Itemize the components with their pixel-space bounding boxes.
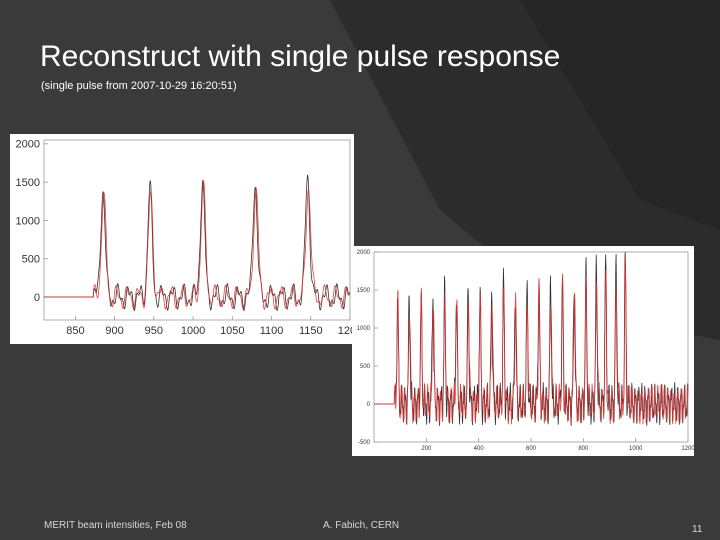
x-tick-label-1-5: 1100 <box>260 325 284 337</box>
plot-full-pulse-train: 200 400 600 800 1000 1200 -500 0 500 1000 1500 2000 <box>352 246 696 456</box>
x-tick-label-2-4: 1000 <box>629 446 643 452</box>
x-tick-label-1-0: 850 <box>66 325 84 337</box>
x-tick-label-1-1: 900 <box>105 325 123 337</box>
x-tick-label-2-2: 600 <box>526 446 537 452</box>
x-tick-label-2-5: 1200 <box>681 446 694 452</box>
y-tick-label-1-1: 500 <box>22 254 40 266</box>
y-tick-label-2-0: -500 <box>358 440 371 446</box>
page-number: 11 <box>692 524 703 535</box>
y-tick-label-1-0: 0 <box>34 292 40 304</box>
series-reconstructed-line-1 <box>44 179 351 311</box>
background-shape-dark <box>520 0 720 230</box>
plot-single-pulse-zoom: 8509009501000105011001150120005001000150… <box>10 134 363 344</box>
series-reconstructed-line-2 <box>374 256 689 425</box>
y-tick-label-2-3: 1000 <box>357 326 371 332</box>
y-tick-label-2-5: 2000 <box>357 250 371 256</box>
slide-subtitle: (single pulse from 2007-10-29 16:20:51) <box>41 80 237 92</box>
plot-frame-1 <box>43 139 351 321</box>
x-tick-label-2-0: 200 <box>421 446 432 452</box>
chart-2-svg: 200 400 600 800 1000 1200 -500 0 500 1000 1500 2000 <box>357 250 696 452</box>
footer-center: A. Fabich, CERN <box>323 520 400 531</box>
y-tick-label-1-3: 1500 <box>16 177 40 189</box>
y-tick-label-2-2: 500 <box>360 364 371 370</box>
x-tick-label-1-4: 1050 <box>220 325 244 337</box>
chart-1-svg: 8509009501000105011001150120005001000150… <box>16 139 363 337</box>
y-tick-label-1-2: 1000 <box>16 215 40 227</box>
x-tick-label-1-2: 950 <box>145 325 163 337</box>
y-tick-label-1-4: 2000 <box>16 139 40 151</box>
series-measured-line-1 <box>44 174 351 312</box>
x-tick-label-1-3: 1000 <box>181 325 205 337</box>
y-tick-label-2-1: 0 <box>367 402 371 408</box>
x-tick-label-2-1: 400 <box>474 446 485 452</box>
x-tick-label-1-6: 1150 <box>299 325 323 337</box>
y-tick-label-2-4: 1500 <box>357 288 371 294</box>
slide-title: Reconstruct with single pulse response <box>40 40 561 73</box>
x-tick-label-2-3: 800 <box>578 446 589 452</box>
footer-left: MERIT beam intensities, Feb 08 <box>44 520 187 531</box>
